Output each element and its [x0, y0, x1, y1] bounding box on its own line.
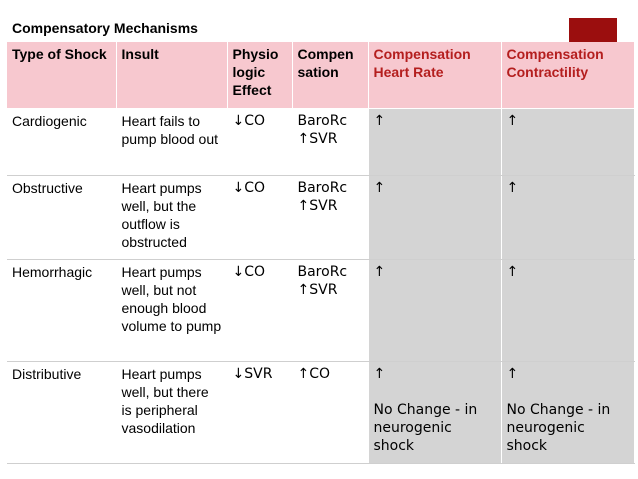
table-header-row: Type of Shock Insult Physio logic Effect…: [7, 42, 635, 109]
header-heart-rate: Compensation Heart Rate: [368, 42, 502, 109]
cell-type: Distributive: [7, 361, 117, 464]
table-row: Obstructive Heart pumps well, but the ou…: [7, 175, 635, 260]
compensation-line: BaroRc: [297, 180, 348, 196]
cell-heart-rate: ↑ No Change - in neurogenic shock: [368, 361, 502, 464]
cell-insult: Heart pumps well, but there is periphera…: [116, 361, 228, 464]
cell-insult: Heart fails to pump blood out: [116, 108, 228, 176]
cell-compensation: BaroRc ↑SVR: [292, 259, 369, 362]
accent-box: [569, 18, 617, 42]
contractility-value: ↑: [506, 366, 519, 382]
compensation-line: ↑SVR: [297, 131, 338, 147]
cell-contractility: ↑: [501, 259, 635, 362]
cell-physio: ↓CO: [227, 108, 293, 176]
compensation-line: ↑SVR: [297, 198, 338, 214]
cell-contractility: ↑: [501, 108, 635, 176]
cell-insult: Heart pumps well, but the outflow is obs…: [116, 175, 228, 260]
cell-physio: ↓CO: [227, 259, 293, 362]
contractility-note: No Change - in neurogenic shock: [506, 402, 611, 454]
cell-type: Cardiogenic: [7, 108, 117, 176]
heart-rate-value: ↑: [373, 366, 386, 382]
cell-compensation: BaroRc ↑SVR: [292, 108, 369, 176]
cell-physio: ↓CO: [227, 175, 293, 260]
page-title: Compensatory Mechanisms: [12, 20, 198, 36]
cell-heart-rate: ↑: [368, 108, 502, 176]
cell-compensation: ↑CO: [292, 361, 369, 464]
table-row: Hemorrhagic Heart pumps well, but not en…: [7, 259, 635, 362]
table-row: Distributive Heart pumps well, but there…: [7, 361, 635, 464]
compensation-line: BaroRc: [297, 113, 348, 129]
cell-type: Obstructive: [7, 175, 117, 260]
cell-physio: ↓SVR: [227, 361, 293, 464]
table-row: Cardiogenic Heart fails to pump blood ou…: [7, 108, 635, 176]
cell-compensation: BaroRc ↑SVR: [292, 175, 369, 260]
heart-rate-note: No Change - in neurogenic shock: [373, 402, 478, 454]
compensation-line: ↑SVR: [297, 282, 338, 298]
cell-insult: Heart pumps well, but not enough blood v…: [116, 259, 228, 362]
cell-heart-rate: ↑: [368, 259, 502, 362]
header-insult: Insult: [116, 42, 228, 109]
compensation-line: BaroRc: [297, 264, 348, 280]
cell-contractility: ↑: [501, 175, 635, 260]
header-type: Type of Shock: [7, 42, 117, 109]
compensation-line: ↑CO: [297, 366, 331, 382]
cell-type: Hemorrhagic: [7, 259, 117, 362]
cell-heart-rate: ↑: [368, 175, 502, 260]
header-physio: Physio logic Effect: [227, 42, 293, 109]
header-compensation: Compen sation: [292, 42, 369, 109]
compensatory-table: Type of Shock Insult Physio logic Effect…: [7, 42, 635, 464]
header-contractility: Compensation Contractility: [501, 42, 635, 109]
cell-contractility: ↑ No Change - in neurogenic shock: [501, 361, 635, 464]
